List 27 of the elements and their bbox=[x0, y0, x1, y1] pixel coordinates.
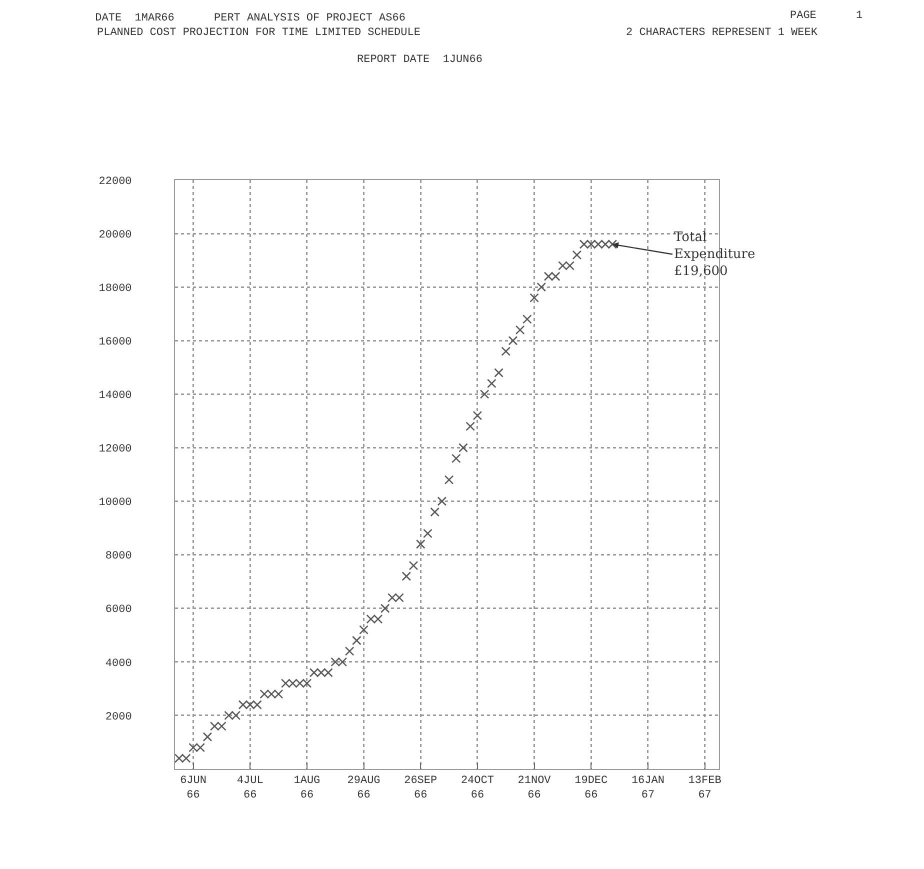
y-tick-label: 16000 bbox=[98, 336, 132, 348]
y-tick-label: 12000 bbox=[98, 444, 132, 456]
x-tick-label: 29AUG 66 bbox=[347, 775, 380, 802]
annotation: Total Expenditure £19,600 bbox=[674, 230, 756, 279]
chart-title: DATE 1MAR66 PERT ANALYSIS OF PROJECT AS66 bbox=[95, 12, 406, 25]
x-tick-label: 21NOV 66 bbox=[518, 775, 552, 802]
x-tick-label: 4JUL 66 bbox=[236, 775, 264, 802]
x-tick-label: 24OCT 66 bbox=[460, 775, 494, 802]
y-tick-label: 6000 bbox=[105, 604, 132, 616]
chart-subtitle: PLANNED COST PROJECTION FOR TIME LIMITED SCHEDULE bbox=[97, 27, 421, 39]
x-tick-label: 19DEC 66 bbox=[574, 775, 608, 802]
x-tick-label: 16JAN 67 bbox=[631, 775, 664, 802]
text: 2 CHARACTERS REPRESENT 1 WEEK bbox=[626, 27, 818, 39]
y-tick-label: 4000 bbox=[105, 658, 132, 670]
y-tick-label: 22000 bbox=[98, 176, 132, 188]
x-tick-label: 26SEP 66 bbox=[404, 775, 438, 802]
y-tick-label: 18000 bbox=[98, 282, 132, 295]
y-tick-label: 20000 bbox=[98, 229, 132, 242]
y-tick-label: 14000 bbox=[98, 390, 132, 402]
y-tick-label: 2000 bbox=[105, 711, 132, 724]
x-tick-label: 13FEB 67 bbox=[688, 775, 722, 802]
x-tick-label: 6JUN 66 bbox=[180, 775, 206, 802]
text: REPORT DATE 1JUN66 bbox=[357, 54, 482, 66]
x-tick-label: 1AUG 66 bbox=[294, 775, 320, 802]
y-tick-label: 8000 bbox=[105, 550, 132, 563]
y-tick-label: 10000 bbox=[98, 497, 132, 510]
text: PAGE 1 bbox=[790, 10, 864, 22]
